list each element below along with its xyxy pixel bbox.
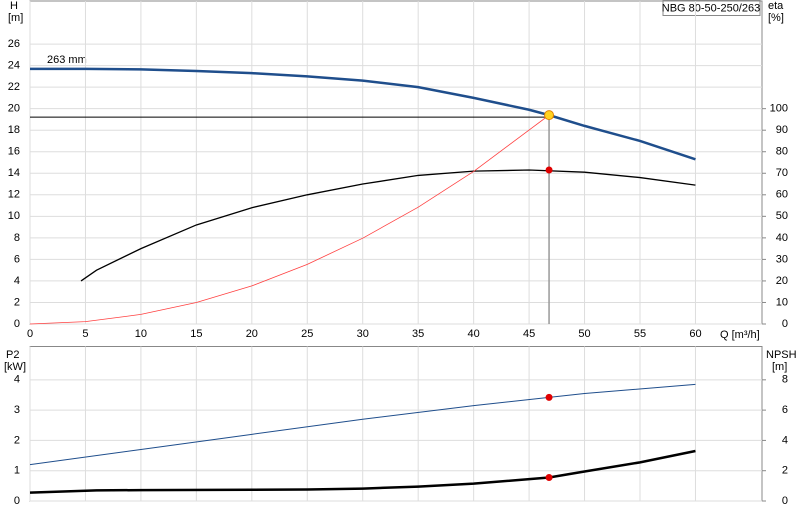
- y2-tick-label: 80: [776, 146, 788, 158]
- y-tick-label: 14: [8, 167, 20, 179]
- y2-tick-label: 2: [782, 465, 788, 477]
- y-tick-label: 2: [14, 296, 20, 308]
- y-tick-label: 4: [14, 374, 20, 386]
- y2-label: eta: [768, 0, 784, 12]
- y-tick-label: 26: [8, 38, 20, 50]
- x-tick-label: 5: [82, 328, 88, 340]
- y-unit: [kW]: [4, 361, 26, 373]
- x-label: Q [m³/h]: [720, 329, 760, 341]
- x-tick-label: 30: [357, 328, 369, 340]
- x-tick-label: 15: [190, 328, 202, 340]
- y2-unit: [%]: [768, 12, 784, 24]
- y-tick-label: 8: [14, 232, 20, 244]
- chart-title: NBG 80-50-250/263: [662, 2, 760, 14]
- x-tick-label: 20: [246, 328, 258, 340]
- y2-tick-label: 10: [776, 296, 788, 308]
- y2-tick-label: 4: [782, 434, 788, 446]
- y-label: P2: [6, 349, 19, 361]
- duty-point: [545, 474, 553, 482]
- plot-frame: [29, 346, 763, 502]
- y-tick-label: 3: [14, 404, 20, 416]
- curve: [30, 67, 696, 161]
- x-tick-label: 55: [634, 328, 646, 340]
- curve: [29, 114, 550, 325]
- x-tick-label: 35: [412, 328, 424, 340]
- y2-tick-label: 100: [770, 103, 788, 115]
- x-tick-label: 45: [523, 328, 535, 340]
- duty-point: [545, 166, 553, 174]
- plot-frame: [29, 0, 763, 325]
- y-tick-label: 22: [8, 81, 20, 93]
- y2-tick-label: 70: [776, 167, 788, 179]
- y-tick-label: 16: [8, 146, 20, 158]
- y2-tick-label: 8: [782, 374, 788, 386]
- y-label: H: [10, 0, 18, 12]
- y-tick-label: 12: [8, 189, 20, 201]
- annotation: 263 mm: [47, 54, 87, 66]
- y-tick-label: 24: [8, 60, 20, 72]
- y2-unit: [m]: [772, 361, 787, 373]
- duty-point: [545, 393, 553, 401]
- y-tick-label: 10: [8, 210, 20, 222]
- curve: [29, 449, 696, 494]
- x-tick-label: 10: [135, 328, 147, 340]
- x-tick-label: 50: [578, 328, 590, 340]
- x-tick-label: 0: [27, 328, 33, 340]
- y2-tick-label: 40: [776, 232, 788, 244]
- y2-tick-label: 0: [782, 495, 788, 507]
- y-tick-label: 0: [14, 318, 20, 330]
- x-tick-label: 40: [468, 328, 480, 340]
- x-tick-label: 60: [689, 328, 701, 340]
- y2-tick-label: 90: [776, 124, 788, 136]
- y2-tick-label: 0: [782, 318, 788, 330]
- y2-tick-label: 50: [776, 210, 788, 222]
- y-tick-label: 2: [14, 434, 20, 446]
- curve: [29, 383, 696, 466]
- x-tick-label: 25: [301, 328, 313, 340]
- duty-point: [544, 110, 555, 121]
- y2-tick-label: 20: [776, 275, 788, 287]
- y2-tick-label: 30: [776, 253, 788, 265]
- y2-tick-label: 6: [782, 404, 788, 416]
- y-tick-label: 18: [8, 124, 20, 136]
- y2-tick-label: 60: [776, 189, 788, 201]
- y-tick-label: 4: [14, 275, 20, 287]
- y-unit: [m]: [8, 12, 23, 24]
- y-tick-label: 0: [14, 495, 20, 507]
- y-tick-label: 20: [8, 103, 20, 115]
- curve: [80, 169, 696, 282]
- y-tick-label: 6: [14, 253, 20, 265]
- y2-label: NPSH: [766, 349, 797, 361]
- y-tick-label: 1: [14, 465, 20, 477]
